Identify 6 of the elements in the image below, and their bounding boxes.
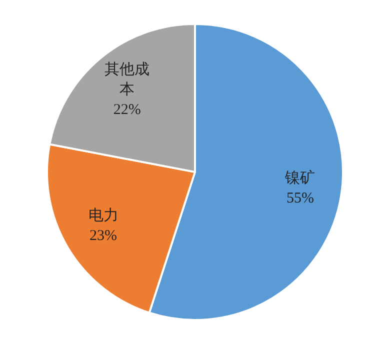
data-label: 22% <box>113 102 141 118</box>
data-label: 23% <box>90 228 118 244</box>
slice-label: 其他成本 <box>104 60 150 98</box>
data-label: 55% <box>286 190 314 207</box>
slice-label: 镍矿 <box>284 170 316 187</box>
slice-label: 电力 <box>88 207 118 224</box>
